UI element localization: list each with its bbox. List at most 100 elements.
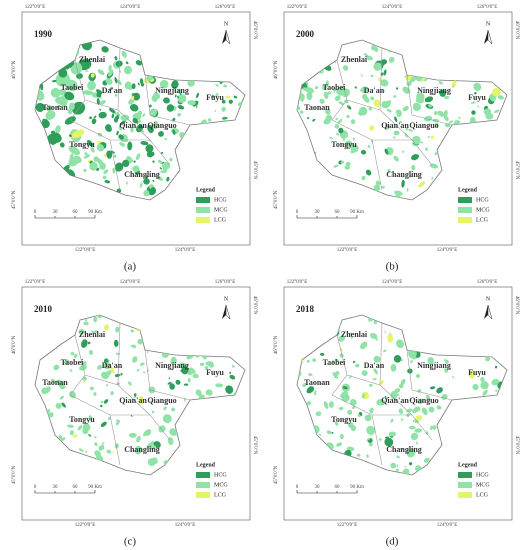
grass-patch <box>55 402 62 409</box>
scale-label: 30 <box>53 485 59 490</box>
grass-patch <box>432 425 437 430</box>
grass-patch <box>100 404 103 408</box>
grass-patch <box>130 126 134 133</box>
grass-patch <box>411 153 419 161</box>
grass-patch <box>406 81 412 87</box>
legend-title: Legend <box>458 187 478 193</box>
grass-patch <box>381 100 389 109</box>
legend-swatch <box>458 482 472 488</box>
county-label: Changling <box>124 445 160 454</box>
scale-label: 0 <box>296 485 299 490</box>
grass-patch <box>81 361 87 367</box>
grass-patch <box>373 320 378 325</box>
grass-patch <box>363 53 369 57</box>
grass-patch <box>70 62 83 75</box>
grass-patch <box>453 120 461 126</box>
county-label: Qianguo <box>147 396 176 405</box>
grass-patch <box>150 400 153 403</box>
grass-patch <box>96 97 100 105</box>
grass-patch <box>335 117 338 121</box>
legend-swatch <box>196 472 210 478</box>
grass-patch <box>169 383 175 390</box>
grass-patch <box>408 462 413 466</box>
grass-patch <box>342 139 345 142</box>
grass-patch <box>129 104 139 112</box>
grass-patch <box>136 368 140 372</box>
county-label: Qianguo <box>409 396 438 405</box>
grass-patch <box>162 414 172 424</box>
county-label: Taonan <box>42 103 68 112</box>
county-boundary <box>84 374 119 386</box>
grass-patch <box>427 136 430 139</box>
coord-label: 126°0'0"E <box>215 280 236 285</box>
grass-patch <box>85 319 88 322</box>
grass-patch <box>108 69 114 77</box>
grass-patch <box>110 391 114 396</box>
grass-patch <box>87 341 91 345</box>
grass-patch <box>120 372 123 376</box>
coord-label: 122°0'0"E <box>25 280 46 285</box>
coord-label: 126°0'0"E <box>215 5 236 10</box>
grass-patch <box>233 95 238 99</box>
grass-patch <box>357 414 361 418</box>
grass-patch <box>134 445 143 455</box>
grass-patch <box>483 108 492 116</box>
grass-patch <box>334 421 339 426</box>
county-label: Qian'an <box>381 121 409 130</box>
grass-patch <box>339 433 344 440</box>
grass-patch <box>383 69 387 76</box>
grass-patch <box>349 332 353 335</box>
grass-patch <box>132 356 138 363</box>
grass-patch <box>113 154 117 158</box>
grass-patch <box>428 406 435 413</box>
coord-label: 122°0'0"E <box>287 280 308 285</box>
grass-patch <box>452 85 455 88</box>
legend-label: MCG <box>214 207 228 213</box>
grass-patch <box>195 389 202 396</box>
grass-patch <box>346 114 350 119</box>
grass-patch <box>302 382 307 387</box>
county-label: Ningjiang <box>417 86 451 95</box>
grass-patch <box>181 366 189 375</box>
coord-label: 126°0'0"E <box>477 5 498 10</box>
coord-label: 46°0'0"N <box>252 296 257 315</box>
grass-patch <box>122 133 127 137</box>
scale-label: 90 Km <box>88 485 102 490</box>
grass-patch <box>187 378 191 383</box>
grass-patch <box>99 100 106 105</box>
grass-patch <box>325 80 329 86</box>
grass-patch <box>162 161 171 170</box>
grass-patch <box>82 376 87 381</box>
coord-label: 124°0'0"E <box>175 248 196 253</box>
grass-patch <box>157 175 163 181</box>
scale-bar <box>296 215 358 219</box>
grass-patch <box>187 100 196 106</box>
legend-label: LCG <box>214 492 227 498</box>
county-label: Ningjiang <box>155 86 189 95</box>
grass-patch <box>390 462 397 469</box>
grass-patch <box>69 369 73 372</box>
grass-patch <box>127 141 133 151</box>
grass-patch <box>141 130 145 133</box>
grass-patch <box>342 65 349 71</box>
coord-label: 122°0'0"E <box>25 5 46 10</box>
county-label: Fuyu <box>206 93 224 102</box>
grass-patch <box>349 398 357 406</box>
grass-patch <box>157 159 163 165</box>
grass-patch <box>438 81 443 85</box>
grass-patch <box>92 330 98 334</box>
county-boundary <box>346 99 381 111</box>
grass-patch <box>470 101 476 104</box>
legend-label: LCG <box>476 492 489 498</box>
county-boundary <box>144 349 191 401</box>
grass-patch <box>145 429 152 436</box>
grass-patch <box>334 61 337 64</box>
grass-patch <box>373 62 383 71</box>
grass-patch <box>133 160 136 163</box>
grass-patch <box>94 436 97 439</box>
grass-patch <box>340 391 349 399</box>
grass-patch <box>114 94 118 97</box>
grass-patch <box>340 160 344 164</box>
grass-patch <box>116 419 119 422</box>
grass-patch <box>128 98 135 105</box>
